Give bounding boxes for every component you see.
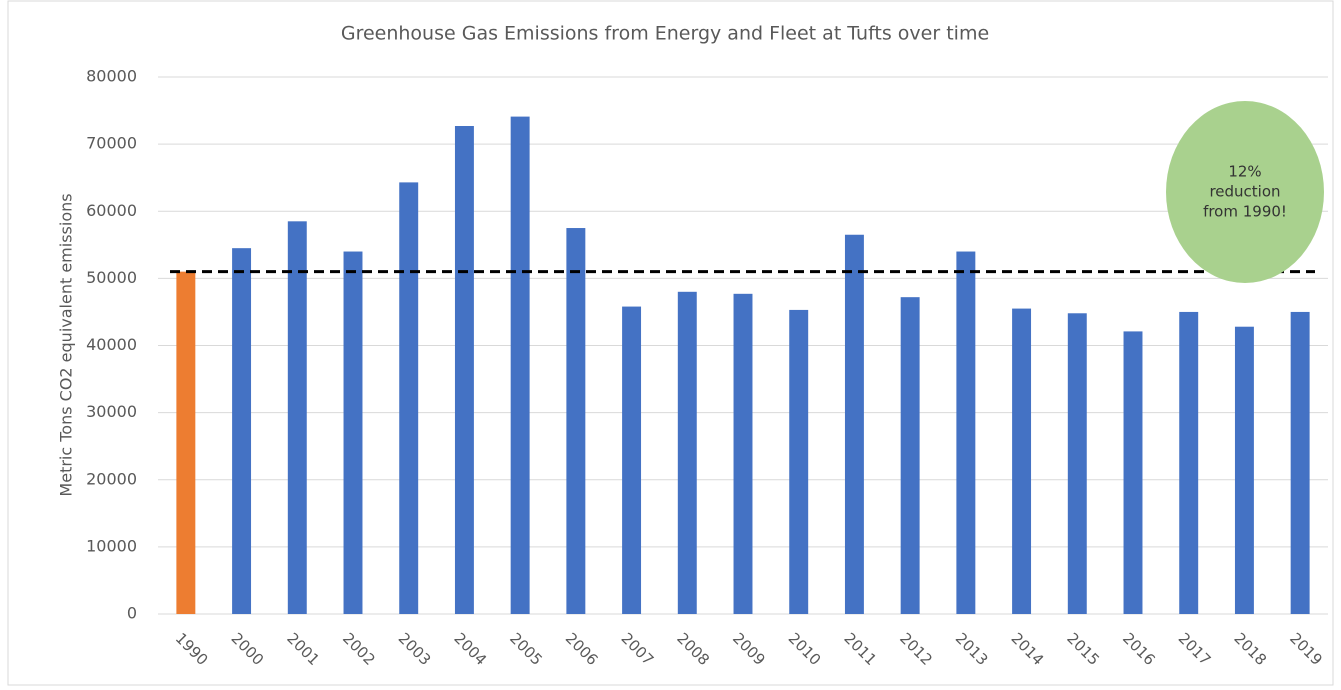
y-axis-label: Metric Tons CO2 equivalent emissions — [57, 193, 76, 496]
y-tick-label: 10000 — [86, 536, 137, 555]
annotation-text: 12% — [1228, 163, 1261, 181]
y-tick-label: 30000 — [86, 402, 137, 421]
chart-title: Greenhouse Gas Emissions from Energy and… — [341, 23, 989, 45]
bar — [1234, 326, 1254, 614]
bar — [844, 234, 864, 614]
y-tick-label: 20000 — [86, 469, 137, 488]
y-tick-label: 80000 — [86, 67, 137, 86]
bar — [900, 297, 920, 614]
bar — [510, 116, 530, 614]
bar — [1290, 311, 1310, 614]
annotation-text: from 1990! — [1203, 203, 1287, 221]
y-tick-label: 70000 — [86, 134, 137, 153]
bar — [622, 306, 642, 614]
bar — [1067, 313, 1087, 614]
bar — [176, 271, 196, 614]
bar — [399, 182, 419, 615]
bar — [956, 251, 976, 614]
y-tick-label: 0 — [127, 604, 137, 623]
annotation-text: reduction — [1209, 183, 1280, 201]
y-tick-label: 40000 — [86, 335, 137, 354]
bar — [232, 248, 252, 614]
annotation-bubble — [1166, 101, 1324, 283]
bar — [566, 228, 586, 614]
bar — [1179, 311, 1199, 614]
y-tick-label: 60000 — [86, 201, 137, 220]
bar — [677, 291, 697, 614]
bar — [1012, 308, 1032, 614]
bar — [789, 309, 809, 614]
bar — [1123, 331, 1143, 614]
y-tick-label: 50000 — [86, 268, 137, 287]
bar — [733, 293, 753, 614]
chart-border — [7, 0, 1334, 686]
bar — [287, 221, 307, 614]
bar — [454, 126, 474, 614]
bar — [343, 251, 363, 614]
